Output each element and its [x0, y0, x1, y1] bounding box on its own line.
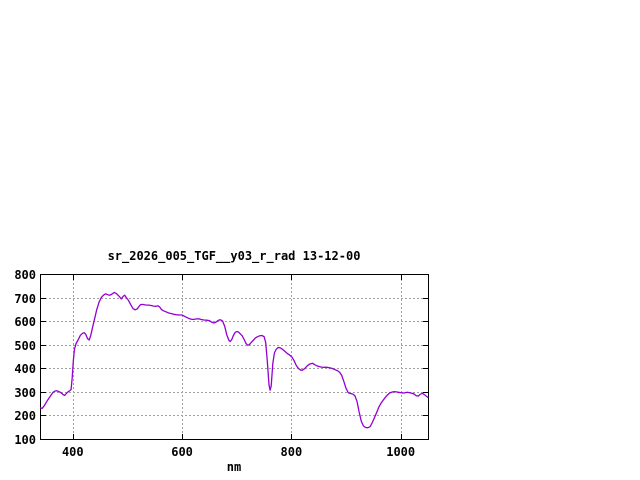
y-tick-label: 200: [14, 409, 36, 424]
x-axis-label: nm: [226, 460, 242, 474]
data-curve: [40, 291, 429, 429]
x-tick-label: 600: [171, 445, 193, 459]
y-tick-label: 800: [14, 268, 36, 282]
x-tick-label: 800: [280, 445, 303, 459]
y-tick-label: 100: [14, 433, 36, 447]
y-tick-label: 500: [14, 338, 36, 353]
y-tick-label: 700: [14, 291, 36, 306]
y-tick-label: 400: [14, 362, 36, 377]
chart-title: sr_2026_005_TGF__y03_r_rad 13-12-00: [107, 249, 361, 263]
x-tick-label: 400: [61, 445, 84, 459]
y-tick-label: 300: [14, 385, 36, 400]
plot-svg: [40, 274, 429, 440]
y-tick-label: 600: [14, 315, 36, 330]
x-tick-label: 1000: [386, 445, 416, 459]
plot-border: [40, 274, 429, 440]
